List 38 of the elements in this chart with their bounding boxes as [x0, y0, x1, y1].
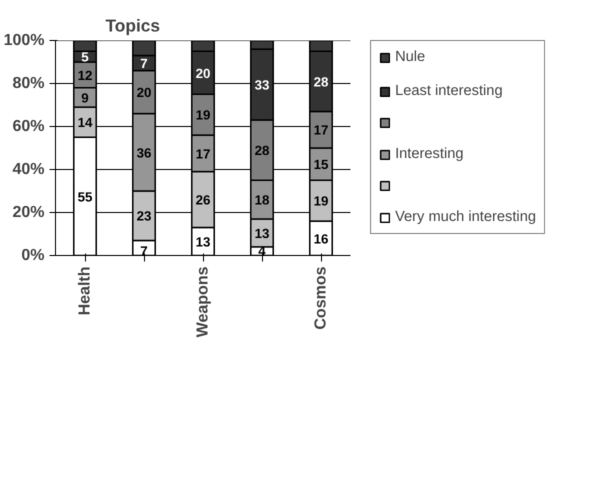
data-label: 26 [196, 192, 210, 208]
legend-label: Least interesting [395, 83, 503, 99]
y-tick-label: 80% [12, 75, 45, 92]
data-label: 19 [196, 108, 210, 123]
data-label: 17 [314, 122, 328, 138]
data-label: 23 [136, 208, 152, 224]
data-label: 55 [78, 189, 93, 204]
y-tick-label: 60% [12, 118, 45, 135]
legend-label: Very much interesting [395, 209, 536, 225]
data-label: 5 [81, 50, 90, 65]
data-label: 28 [314, 74, 328, 90]
y-tick-label: 100% [4, 32, 44, 49]
y-tick-label: 20% [12, 204, 45, 221]
x-tick-label: Weapons [194, 266, 212, 338]
data-label: 15 [314, 157, 329, 172]
data-label: 9 [81, 90, 89, 106]
data-label: 13 [254, 226, 270, 241]
legend-label: Interesting [395, 146, 464, 162]
legend-label: Nule [395, 49, 426, 65]
data-label: 28 [254, 143, 270, 158]
data-label: 19 [314, 194, 328, 209]
x-tick-label: Cosmos [312, 266, 330, 330]
data-label: 17 [196, 146, 210, 162]
data-label: 7 [140, 244, 148, 258]
data-label: 12 [78, 68, 92, 83]
data-label: 7 [140, 56, 148, 72]
data-label: 16 [314, 231, 328, 246]
data-label: 20 [136, 85, 152, 100]
y-tick-label: 0% [21, 247, 44, 264]
data-label: 14 [78, 115, 93, 130]
data-label: 18 [254, 192, 270, 208]
data-label: 13 [196, 234, 210, 250]
x-tick-label: Health [76, 266, 94, 316]
chart-title: Topics [106, 16, 160, 36]
data-label: 20 [196, 66, 210, 81]
y-tick-label: 40% [12, 161, 45, 178]
data-label: 36 [136, 145, 152, 160]
data-label: 33 [254, 78, 270, 93]
